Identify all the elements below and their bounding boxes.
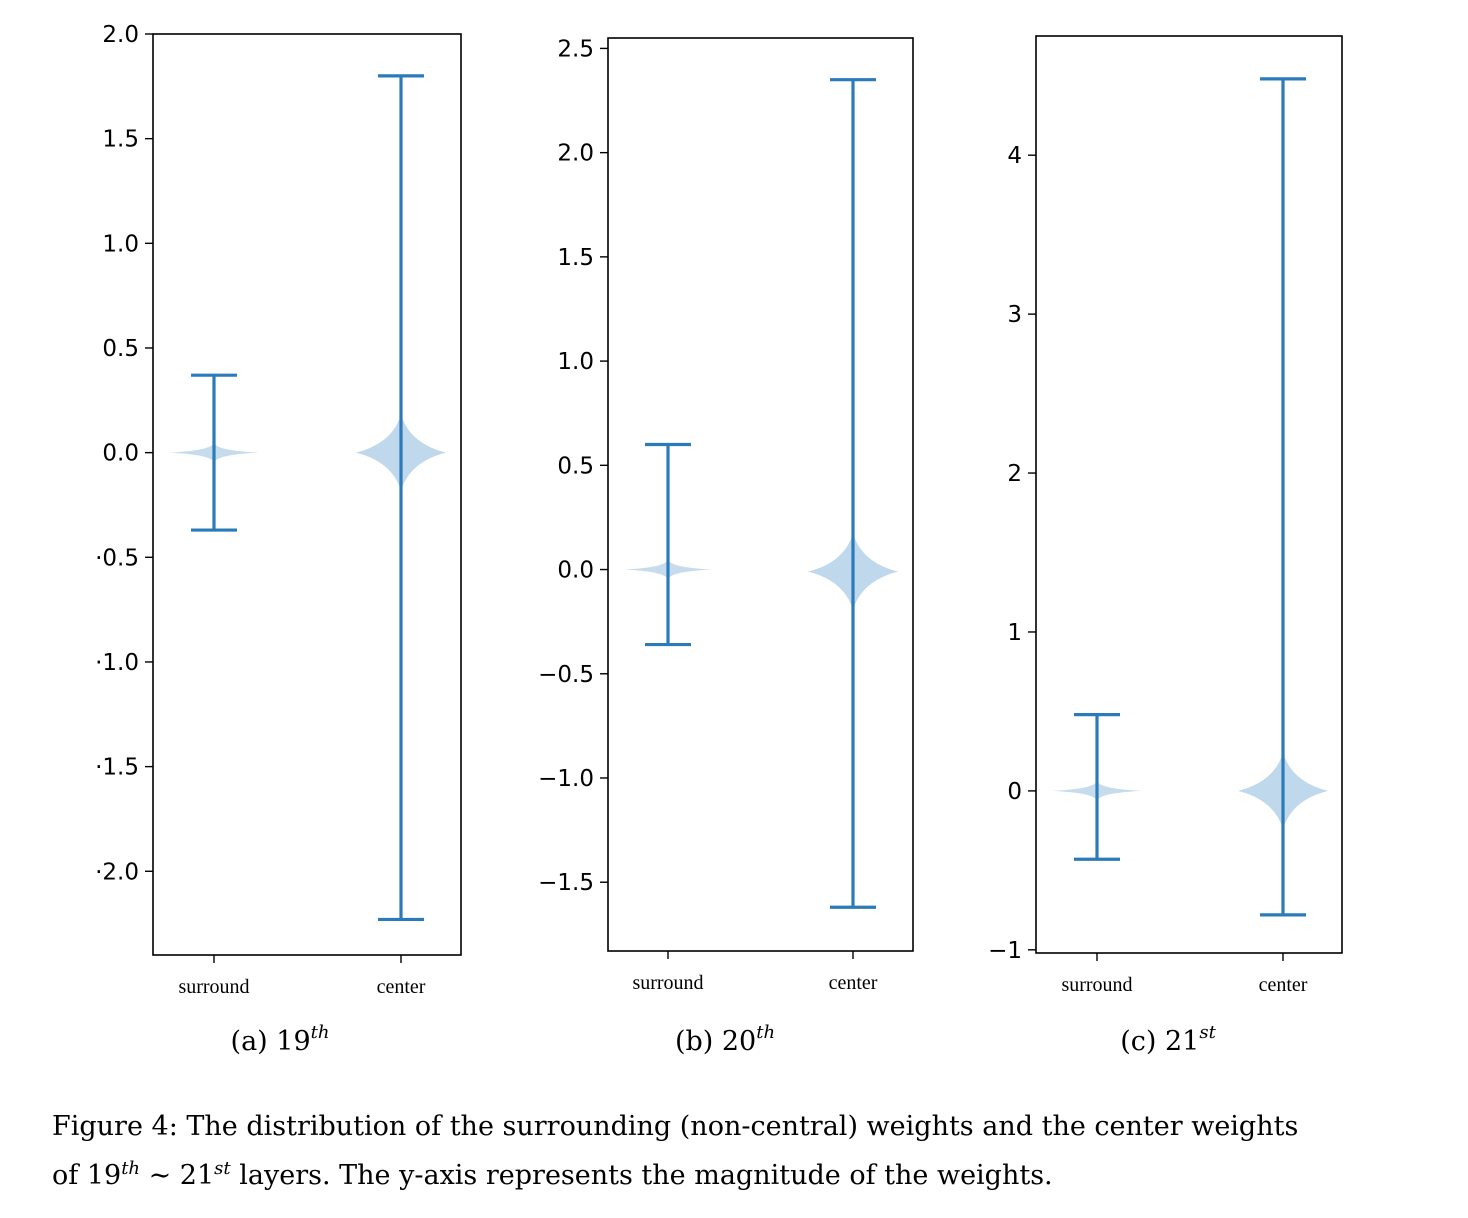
axes-frame <box>607 37 914 952</box>
y-tick-label: −0.5 <box>538 662 594 688</box>
x-tick-label: surround <box>178 976 249 998</box>
y-tick-label: 0 <box>1007 779 1022 805</box>
panel-b: 2.5 2.0 1.5 1.0 0.5 0.0 −0.5 −1.0 −1.5 surround ce… <box>538 36 914 1057</box>
subcaption: (a) 19th <box>231 1022 330 1057</box>
x-tick-label: center <box>1259 974 1308 996</box>
y-tick-label: 0.0 <box>557 558 594 584</box>
y-tick-label: 0.5 <box>102 336 139 362</box>
y-tick-label: −1.5 <box>538 870 594 896</box>
panel-c: 4 3 2 1 0 −1 surround center (c) 21st <box>988 35 1343 1057</box>
subcaption: (b) 20th <box>675 1022 775 1057</box>
axes-frame <box>1035 35 1343 954</box>
y-tick-label: 3 <box>1007 302 1022 328</box>
y-tick-label: 1.0 <box>557 349 594 375</box>
caption-line-1: Figure 4: The distribution of the surrou… <box>52 1111 1299 1142</box>
y-tick-label: 1.0 <box>102 231 139 257</box>
y-tick-label: 2.0 <box>102 22 139 48</box>
y-tick-label: 1.5 <box>557 245 594 271</box>
y-tick-label: 2.5 <box>557 36 594 62</box>
caption-line-2: of 19th ∼ 21st layers. The y-axis repres… <box>52 1158 1053 1191</box>
figure-caption: Figure 4: The distribution of the surrou… <box>52 1106 1432 1197</box>
x-tick-label: surround <box>1061 974 1132 996</box>
axes-frame <box>152 33 462 956</box>
x-tick-label: surround <box>632 972 703 994</box>
y-tick-label: 2.0 <box>557 141 594 167</box>
y-tick-label: ·1.5 <box>95 755 139 781</box>
y-tick-label: −1 <box>988 938 1022 964</box>
y-tick-label: 1.5 <box>102 127 139 153</box>
y-tick-label: 0.5 <box>557 453 594 479</box>
x-tick-label: center <box>829 972 878 994</box>
y-tick-label: 1 <box>1007 620 1022 646</box>
y-tick-label: ·1.0 <box>95 650 139 676</box>
y-tick-label: 0.0 <box>102 441 139 467</box>
y-tick-label: 2 <box>1007 461 1022 487</box>
subcaption: (c) 21st <box>1120 1022 1216 1057</box>
panel-a: 2.0 1.5 1.0 0.5 0.0 ·0.5 ·1.0 ·1.5 ·2.0 surround c… <box>95 22 462 1057</box>
x-tick-label: center <box>377 976 426 998</box>
y-tick-label: −1.0 <box>538 766 594 792</box>
y-tick-label: 4 <box>1007 143 1022 169</box>
y-tick-label: ·2.0 <box>95 859 139 885</box>
y-tick-label: ·0.5 <box>95 545 139 571</box>
